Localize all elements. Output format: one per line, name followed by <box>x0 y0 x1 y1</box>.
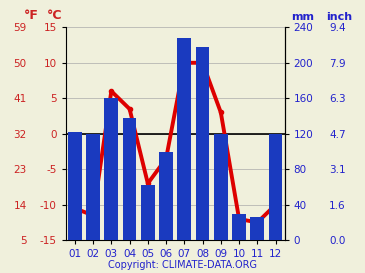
Bar <box>104 98 118 240</box>
Bar <box>214 134 228 240</box>
Bar <box>141 185 155 240</box>
Bar <box>177 38 191 240</box>
Bar <box>196 47 210 240</box>
Bar <box>68 132 82 240</box>
Bar <box>232 213 246 240</box>
Bar <box>123 118 137 240</box>
Text: Copyright: CLIMATE-DATA.ORG: Copyright: CLIMATE-DATA.ORG <box>108 260 257 270</box>
Text: mm: mm <box>291 12 315 22</box>
Bar <box>159 152 173 240</box>
Text: °F: °F <box>24 9 38 22</box>
Bar <box>86 134 100 240</box>
Bar <box>269 134 283 240</box>
Bar <box>250 217 264 240</box>
Text: °C: °C <box>47 9 62 22</box>
Text: inch: inch <box>326 12 353 22</box>
